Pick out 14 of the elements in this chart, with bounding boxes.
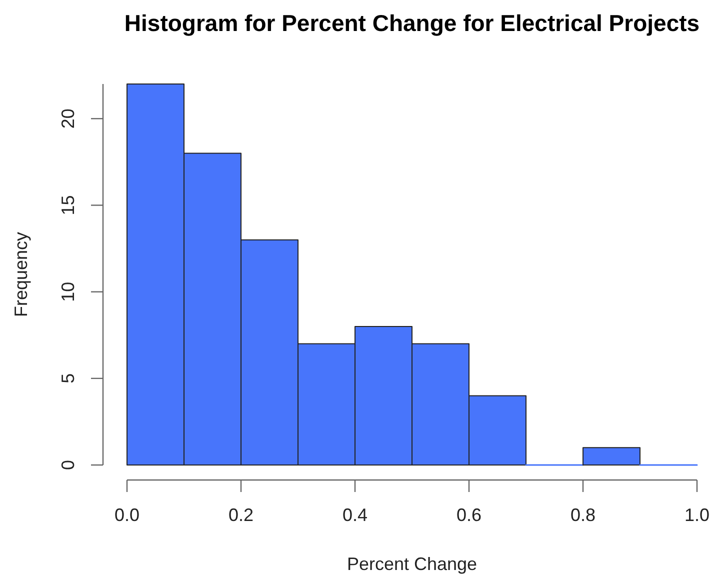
- x-tick-label: 0.2: [228, 505, 254, 525]
- y-tick-label: 0: [58, 460, 78, 470]
- x-tick-label: 1.0: [684, 505, 710, 525]
- y-tick-label: 15: [58, 195, 78, 216]
- x-tick-label: 0.0: [114, 505, 140, 525]
- y-tick-label: 5: [58, 373, 78, 384]
- x-tick-label: 0.6: [456, 505, 482, 525]
- chart-title: Histogram for Percent Change for Electrical Projects: [124, 10, 700, 36]
- x-tick-label: 0.8: [570, 505, 596, 525]
- x-tick-label: 0.4: [342, 505, 368, 525]
- y-tick-label: 20: [58, 108, 78, 129]
- y-axis-title: Frequency: [11, 232, 31, 318]
- y-tick-label: 10: [58, 282, 78, 302]
- x-axis-title: Percent Change: [346, 554, 478, 574]
